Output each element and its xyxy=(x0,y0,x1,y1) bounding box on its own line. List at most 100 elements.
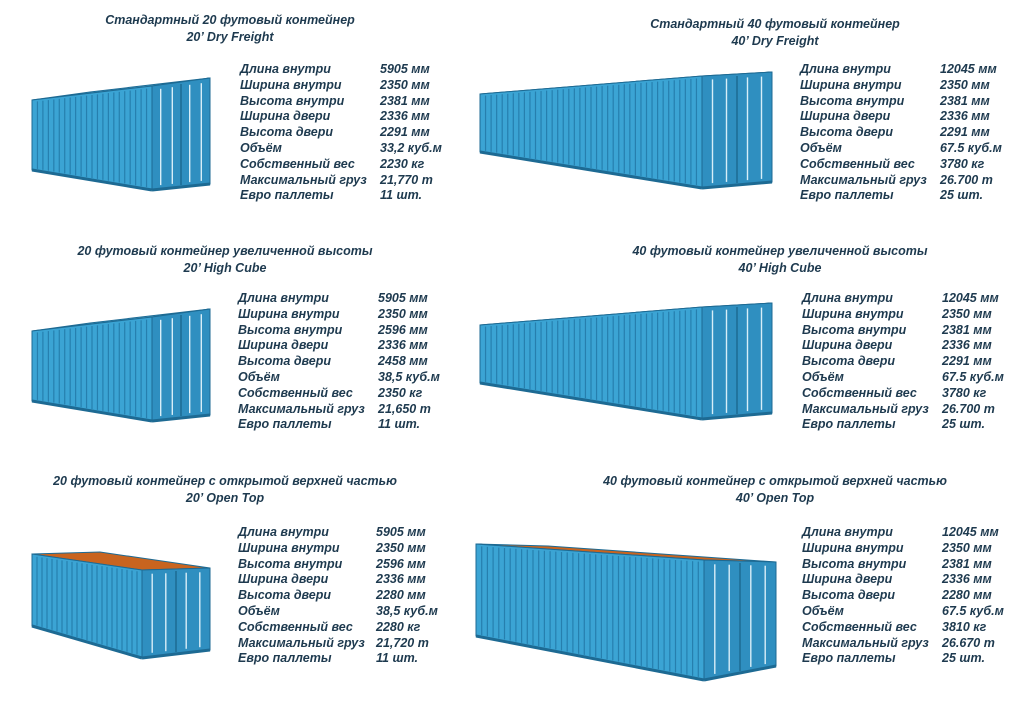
spec-label: Собственный вес xyxy=(238,385,353,400)
spec-label: Объём xyxy=(238,369,280,384)
spec-label: Ширина внутри xyxy=(800,77,902,92)
spec-label: Максимальный груз xyxy=(800,172,927,187)
spec-row: Высота внутри 2596 мм xyxy=(238,557,458,573)
spec-value: 67.5 куб.м xyxy=(942,603,1004,618)
spec-value: 26.700 т xyxy=(942,401,995,416)
spec-label: Ширина внутри xyxy=(238,540,340,555)
spec-label: Объём xyxy=(800,140,842,155)
title-en: 40’ Dry Freight xyxy=(731,34,819,48)
spec-value: 2350 кг xyxy=(378,385,423,400)
spec-label: Ширина двери xyxy=(802,338,893,353)
spec-row: Собственный вес 2350 кг xyxy=(238,386,458,402)
title-40-ot: 40 футовый контейнер с открытой верхней … xyxy=(570,473,980,507)
spec-label: Ширина внутри xyxy=(240,77,342,92)
spec-row: Объём 38,5 куб.м xyxy=(238,370,458,386)
title-en: 20’ Open Top xyxy=(185,491,265,505)
spec-value: 2280 мм xyxy=(376,588,426,603)
spec-row: Длина внутри 5905 мм xyxy=(238,525,458,541)
spec-row: Евро паллеты 25 шт. xyxy=(802,651,1022,667)
spec-value: 2291 мм xyxy=(380,125,430,140)
spec-value: 2280 мм xyxy=(942,588,992,603)
spec-value: 2291 мм xyxy=(940,125,990,140)
bottom-rail xyxy=(31,624,143,660)
spec-value: 21,650 т xyxy=(378,401,431,416)
specs-40-ot: Длина внутри 12045 мм Ширина внутри 2350 мм… xyxy=(802,525,1022,667)
bottom-rail xyxy=(31,168,153,192)
spec-value: 2458 мм xyxy=(378,354,428,369)
spec-label: Ширина двери xyxy=(240,109,331,124)
spec-value: 25 шт. xyxy=(942,651,985,666)
spec-row: Собственный вес 3780 кг xyxy=(802,386,1022,402)
spec-label: Высота двери xyxy=(240,125,334,140)
spec-row: Евро паллеты 25 шт. xyxy=(802,417,1022,433)
spec-label: Максимальный груз xyxy=(238,635,365,650)
spec-row: Объём 38,5 куб.м xyxy=(238,604,458,620)
spec-label: Высота внутри xyxy=(800,93,905,108)
spec-value: 2336 мм xyxy=(380,109,430,124)
spec-label: Высота двери xyxy=(238,354,332,369)
spec-value: 2230 кг xyxy=(380,156,425,171)
spec-label: Ширина двери xyxy=(238,338,329,353)
spec-label: Высота двери xyxy=(802,588,896,603)
spec-row: Максимальный груз 21,720 т xyxy=(238,636,458,652)
spec-value: 67.5 куб.м xyxy=(940,140,1002,155)
bottom-rail xyxy=(701,180,773,190)
spec-value: 2336 мм xyxy=(942,572,992,587)
container-drawing xyxy=(479,302,773,421)
spec-label: Максимальный груз xyxy=(802,635,929,650)
container-drawing xyxy=(479,71,773,190)
spec-value: 33,2 куб.м xyxy=(380,140,442,155)
container-40-dry-illustration xyxy=(479,71,776,194)
title-en: 20’ Dry Freight xyxy=(186,30,274,44)
container-20-hc-illustration xyxy=(31,305,214,427)
spec-value: 25 шт. xyxy=(942,417,985,432)
spec-value: 5905 мм xyxy=(380,62,430,76)
spec-value: 2596 мм xyxy=(376,556,426,571)
spec-label: Длина внутри xyxy=(240,62,331,76)
spec-value: 67.5 куб.м xyxy=(942,369,1004,384)
bottom-rail xyxy=(479,381,703,421)
spec-label: Максимальный груз xyxy=(240,172,367,187)
spec-value: 2280 кг xyxy=(376,619,421,634)
title-en: 20’ High Cube xyxy=(183,261,267,275)
spec-label: Высота внутри xyxy=(802,556,907,571)
spec-label: Объём xyxy=(240,140,282,155)
container-drawing xyxy=(475,543,777,682)
spec-row: Ширина двери 2336 мм xyxy=(802,572,1022,588)
spec-value: 3780 кг xyxy=(940,156,985,171)
spec-value: 2350 мм xyxy=(942,306,992,321)
spec-row: Высота внутри 2381 мм xyxy=(800,94,1020,110)
title-ru: 40 футовый контейнер увеличенной высоты xyxy=(632,244,928,258)
spec-value: 21,770 т xyxy=(380,172,433,187)
spec-row: Ширина внутри 2350 мм xyxy=(238,541,458,557)
spec-row: Высота внутри 2381 мм xyxy=(240,94,460,110)
title-20-dry: Стандартный 20 футовый контейнер 20’ Dry… xyxy=(30,12,430,46)
spec-row: Ширина внутри 2350 мм xyxy=(802,307,1022,323)
spec-row: Собственный вес 3780 кг xyxy=(800,157,1020,173)
spec-value: 5905 мм xyxy=(376,525,426,539)
spec-value: 26.700 т xyxy=(940,172,993,187)
spec-label: Высота внутри xyxy=(802,322,907,337)
spec-value: 2381 мм xyxy=(940,93,990,108)
spec-row: Длина внутри 12045 мм xyxy=(802,525,1022,541)
spec-row: Максимальный груз 26.700 т xyxy=(800,173,1020,189)
specs-40-hc: Длина внутри 12045 мм Ширина внутри 2350 мм… xyxy=(802,291,1022,433)
spec-row: Объём 67.5 куб.м xyxy=(802,604,1022,620)
specs-20-dry: Длина внутри 5905 мм Ширина внутри 2350 мм В… xyxy=(240,62,460,204)
bottom-rail xyxy=(479,150,703,190)
spec-label: Объём xyxy=(802,603,844,618)
spec-value: 2336 мм xyxy=(376,572,426,587)
spec-value: 2350 мм xyxy=(378,306,428,321)
title-en: 40’ Open Top xyxy=(735,491,815,505)
spec-value: 2350 мм xyxy=(376,540,426,555)
spec-row: Ширина внутри 2350 мм xyxy=(238,307,458,323)
spec-label: Евро паллеты xyxy=(802,417,896,432)
specs-20-hc: Длина внутри 5905 мм Ширина внутри 2350 мм В… xyxy=(238,291,458,433)
spec-value: 2596 мм xyxy=(378,322,428,337)
spec-row: Высота двери 2291 мм xyxy=(240,125,460,141)
title-40-dry: Стандартный 40 футовый контейнер 40’ Dry… xyxy=(580,16,970,50)
spec-label: Собственный вес xyxy=(238,619,353,634)
bottom-rail xyxy=(701,411,773,421)
spec-value: 38,5 куб.м xyxy=(376,603,438,618)
spec-value: 5905 мм xyxy=(378,291,428,305)
